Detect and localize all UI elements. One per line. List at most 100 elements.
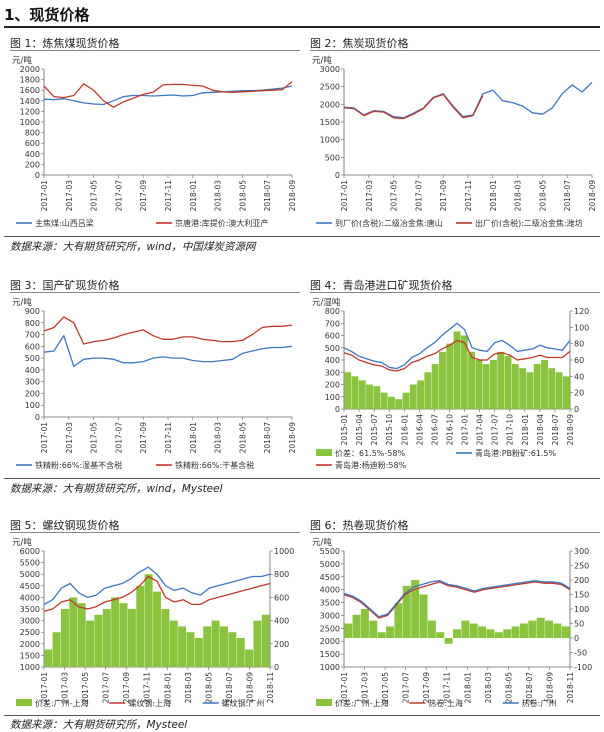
fig5-ytick-label: 1000 bbox=[20, 663, 40, 672]
fig2-series-1-line bbox=[343, 81, 593, 119]
fig4-series-1-line bbox=[343, 322, 571, 370]
fig1-xtick-label: 2018-01 bbox=[189, 180, 198, 212]
fig4-bar bbox=[504, 355, 512, 409]
fig6-ytick-label: 4000 bbox=[320, 586, 340, 595]
fig1-xtick-label: 2017-11 bbox=[164, 180, 173, 212]
fig4-bar bbox=[387, 396, 395, 409]
fig6-legend-label: 热卷:广州 bbox=[522, 698, 557, 708]
fig5-ytick-label: 5000 bbox=[20, 570, 40, 579]
fig5-bar bbox=[102, 609, 111, 667]
fig2-ytick-label: 1500 bbox=[320, 118, 340, 127]
fig3-ytick-label: 600 bbox=[25, 342, 40, 351]
fig2-ytick-label: 500 bbox=[325, 153, 340, 162]
fig6-bar bbox=[511, 626, 520, 638]
fig6-ytick-label: 2500 bbox=[320, 624, 340, 633]
fig4-y2tick-label: 80 bbox=[574, 340, 584, 349]
fig4-ytick-label: 600 bbox=[325, 332, 340, 341]
fig2-xtick-label: 2018-01 bbox=[489, 180, 498, 212]
fig1-legend-label: 主焦煤:山西吕梁 bbox=[35, 218, 94, 228]
fig4-bar bbox=[511, 364, 519, 409]
fig5-ytick-label: 4500 bbox=[20, 582, 40, 591]
fig5-y2tick-label: 400 bbox=[274, 617, 289, 626]
fig4-ytick-label: 200 bbox=[325, 381, 340, 390]
fig2-legend-label: 出厂价(含税):二级冶金焦:潍坊 bbox=[475, 218, 583, 228]
fig4-xtick-label: 2018-01 bbox=[521, 414, 530, 446]
fig6-bar bbox=[436, 632, 445, 638]
fig2-xtick-label: 2018-03 bbox=[514, 180, 523, 212]
fig1-xtick-label: 2018-09 bbox=[288, 180, 297, 212]
fig4-ylabel: 元/湿吨 bbox=[312, 297, 341, 308]
fig1-title-rule bbox=[10, 50, 300, 51]
fig6-xtick-label: 2017-09 bbox=[422, 672, 431, 704]
fig4-legend-label: 青岛港:杨迪粉:58% bbox=[335, 460, 407, 470]
fig2-series-2-line bbox=[343, 93, 484, 120]
fig4-bar bbox=[366, 384, 373, 409]
fig6-y2tick-label: 50 bbox=[574, 620, 584, 629]
fig6-xtick-label: 2018-01 bbox=[463, 672, 472, 704]
fig5-xtick-label: 2017-07 bbox=[102, 672, 111, 704]
fig4-bar bbox=[475, 360, 483, 409]
fig4-xtick-label: 2018-04 bbox=[536, 414, 545, 446]
fig5-xtick-label: 2017-05 bbox=[81, 672, 90, 704]
fig6-y2tick-label: 200 bbox=[574, 576, 589, 585]
fig1-xtick-label: 2017-05 bbox=[90, 180, 99, 212]
fig6-legend-label: 热卷:上海 bbox=[428, 698, 463, 708]
fig6-ytick-label: 4500 bbox=[320, 573, 340, 582]
fig5-xtick-label: 2018-05 bbox=[204, 672, 213, 704]
fig4-xtick-label: 2015-10 bbox=[385, 414, 394, 446]
fig3-xtick-label: 2018-05 bbox=[238, 422, 247, 454]
fig6-ytick-label: 5000 bbox=[320, 560, 340, 569]
fig4-bar bbox=[562, 376, 570, 409]
fig2-xtick-label: 2017-05 bbox=[390, 180, 399, 212]
fig6-bar bbox=[344, 623, 353, 638]
fig6-bar bbox=[494, 632, 503, 638]
fig4-xtick-label: 2018-07 bbox=[551, 414, 560, 446]
fig1-xtick-label: 2017-07 bbox=[114, 180, 123, 212]
fig5-bar bbox=[203, 626, 212, 667]
source-row1: 数据来源：大有期货研究所，wind，中国煤炭资源网 bbox=[10, 241, 256, 253]
fig5-xtick-label: 2018-03 bbox=[184, 672, 193, 704]
fig5-bar bbox=[211, 620, 220, 667]
fig5-xtick-label: 2018-11 bbox=[266, 672, 275, 704]
fig2-title-rule bbox=[310, 50, 600, 51]
fig3-ytick-label: 100 bbox=[25, 401, 40, 410]
fig4-series-2-line bbox=[343, 339, 571, 372]
fig5-bar bbox=[119, 603, 128, 667]
fig6-bar bbox=[360, 609, 369, 638]
fig3-xtick-label: 2017-09 bbox=[139, 422, 148, 454]
fig4-xtick-label: 2015-07 bbox=[370, 414, 379, 446]
fig5-chart: 元/吨1000150020002500300035004000450050005… bbox=[12, 537, 294, 708]
fig3-ytick-label: 300 bbox=[25, 378, 40, 387]
fig5-y2tick-label: 200 bbox=[274, 640, 289, 649]
fig6-ytick-label: 3500 bbox=[320, 599, 340, 608]
fig5-bar bbox=[169, 620, 178, 667]
fig5-bar bbox=[153, 591, 161, 667]
fig6-bar bbox=[377, 632, 386, 638]
fig1-title: 图 1：炼焦煤现货价格 bbox=[10, 37, 120, 50]
fig4-legend-label: 青岛港:PB粉矿:61.5% bbox=[475, 448, 557, 458]
fig4-bar bbox=[519, 368, 527, 409]
fig4-bar bbox=[358, 380, 366, 409]
fig4-ytick-label: 0 bbox=[335, 405, 340, 414]
fig5-bar bbox=[186, 632, 195, 667]
fig1-xtick-label: 2017-09 bbox=[139, 180, 148, 212]
fig5-bar bbox=[228, 632, 237, 667]
fig1-xtick-label: 2018-05 bbox=[238, 180, 247, 212]
fig5-xtick-label: 2018-07 bbox=[225, 672, 234, 704]
fig5-xtick-label: 2017-11 bbox=[143, 672, 152, 704]
fig6-bar bbox=[461, 620, 470, 638]
fig5-bar bbox=[136, 585, 145, 667]
fig3-series-2-line bbox=[43, 316, 293, 345]
fig5-xtick-label: 2017-01 bbox=[40, 672, 49, 704]
fig5-bar bbox=[253, 620, 262, 667]
fig5-ytick-label: 3000 bbox=[20, 617, 40, 626]
fig4-bar bbox=[555, 372, 563, 409]
fig5-bar bbox=[245, 649, 254, 667]
fig4-xtick-label: 2017-10 bbox=[506, 414, 515, 446]
fig5-title-rule bbox=[10, 532, 300, 533]
fig6-ytick-label: 1000 bbox=[320, 663, 340, 672]
fig4-y2tick-label: 100 bbox=[574, 323, 589, 332]
fig5-ytick-label: 4000 bbox=[20, 593, 40, 602]
fig5-xtick-label: 2018-09 bbox=[245, 672, 254, 704]
fig3-series-1-line bbox=[43, 335, 293, 368]
